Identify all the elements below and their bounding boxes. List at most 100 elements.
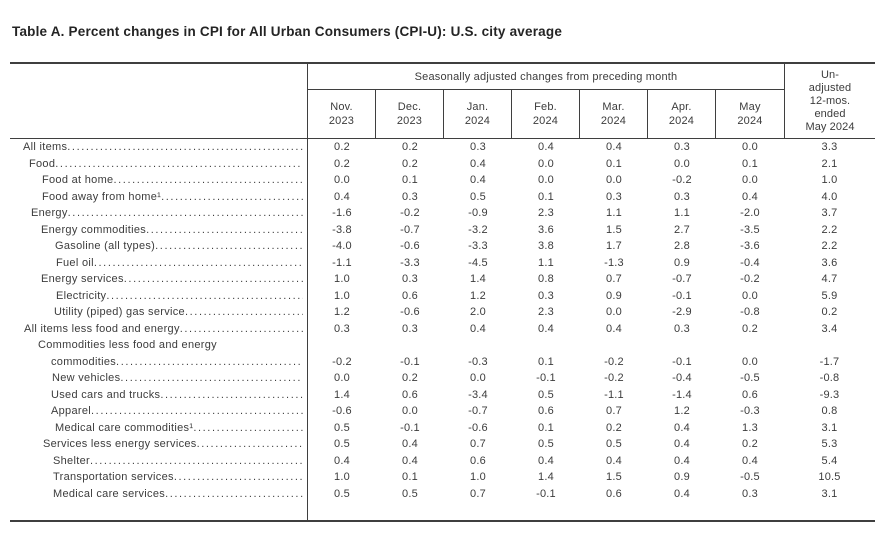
value-cell: 0.6 <box>402 289 418 302</box>
table-row: Energy -1.6 -0.2 -0.9 2.3 1.1 1.1 -2.0 3.7 <box>10 205 875 222</box>
row-label: Medical care commodities¹ <box>55 421 194 434</box>
value-cell: 0.0 <box>538 174 554 186</box>
value-cell: 0.3 <box>742 487 758 500</box>
table-row: Energy commodities -3.8 -0.7 -3.2 3.6 1.5 2.7 -… <box>10 221 875 239</box>
unadjusted-header-line: May 2024 <box>805 120 855 133</box>
row-label: Gasoline (all types) <box>55 240 156 252</box>
row-label-line: Electricity <box>10 288 303 305</box>
value-cell: 0.2 <box>742 438 758 450</box>
value-cell: 2.8 <box>674 240 690 252</box>
row-label-line: Energy services <box>10 271 303 288</box>
value-cell: 2.3 <box>538 306 554 318</box>
row-label-continued: commodities <box>51 355 117 368</box>
group-header-label: Seasonally adjusted changes from precedi… <box>308 64 784 90</box>
value-cell: 0.4 <box>538 454 554 467</box>
row-label-cell: All items <box>10 139 308 156</box>
value-cell: 0.6 <box>538 405 554 417</box>
value-cell: 1.5 <box>606 471 622 483</box>
row-label-line: Shelter <box>10 453 303 470</box>
unadjusted-header-line: 12-mos. <box>809 94 851 107</box>
value-cell: 0.3 <box>470 141 486 153</box>
value-cell: 1.1 <box>674 207 690 219</box>
row-label-line: Apparel <box>10 403 303 420</box>
row-label: Services less energy services <box>43 438 197 450</box>
value-cell: 0.4 <box>334 190 350 203</box>
value-cell: 0.9 <box>606 289 622 302</box>
value-cell: 0.5 <box>470 190 486 203</box>
unadjusted-header-line: ended <box>814 107 846 120</box>
value-cell: -1.1 <box>332 256 352 269</box>
row-label: All items <box>23 141 68 153</box>
row-label: Medical care services <box>53 487 166 500</box>
table-row: Shelter 0.4 0.4 0.6 0.4 0.4 0.4 0.4 5.4 <box>10 452 875 470</box>
table-row: All items less food and energy 0.3 0.3 0.4 0… <box>10 320 875 338</box>
value-cell: 0.2 <box>606 421 622 434</box>
table-row: All items 0.2 0.2 0.3 0.4 0.4 0.3 0.0 3.3 <box>10 139 875 156</box>
value-cell: -0.3 <box>468 355 488 368</box>
unadjusted-value-cell: 3.1 <box>821 487 838 500</box>
row-label-line: Energy commodities <box>10 222 303 239</box>
value-cell: -4.0 <box>332 240 352 252</box>
row-label-cell: All items less food and energy <box>10 320 308 338</box>
row-label-cell: Services less energy services <box>10 436 308 453</box>
value-cell: -0.2 <box>604 355 624 368</box>
value-cell: 0.4 <box>538 322 554 335</box>
column-header-month: Nov. 2023 <box>308 90 376 138</box>
row-label: Energy commodities <box>41 223 147 236</box>
month-year: 2024 <box>668 115 695 127</box>
cpi-table: Seasonally adjusted changes from precedi… <box>10 62 875 522</box>
value-cell: 0.4 <box>606 141 622 153</box>
row-label-line1: Commodities less food and energy <box>10 337 303 354</box>
row-label-line: Transportation services <box>10 469 303 486</box>
row-label-line: Used cars and trucks <box>10 387 303 404</box>
row-label-line: Energy <box>10 205 303 222</box>
value-cell: -0.2 <box>604 372 624 384</box>
value-cell: 0.1 <box>606 157 622 170</box>
dot-leader <box>180 321 303 338</box>
dot-leader <box>116 354 303 371</box>
table-header: Seasonally adjusted changes from precedi… <box>10 64 875 139</box>
table-row: Services less energy services 0.5 0.4 0.7 0.… <box>10 436 875 453</box>
value-cell: 1.5 <box>606 223 622 236</box>
dot-leader <box>197 436 303 453</box>
row-label-line: All items <box>10 139 303 156</box>
row-label: Fuel oil <box>56 256 94 269</box>
value-cell: 0.4 <box>674 454 690 467</box>
month-name: Feb. <box>534 101 557 113</box>
value-cell: 0.3 <box>402 273 418 285</box>
value-cell: -0.1 <box>672 289 692 302</box>
value-cell: 0.9 <box>674 471 690 483</box>
table-row: New vehicles 0.0 0.2 0.0 -0.1 -0.2 -0.4 -0.5 -0.… <box>10 370 875 387</box>
value-cell: 0.7 <box>470 487 486 500</box>
column-header-month: Feb. 2024 <box>512 90 580 138</box>
dot-leader <box>193 420 303 437</box>
table-row: Gasoline (all types) -4.0 -0.6 -3.3 3.8 1.7 2.… <box>10 238 875 255</box>
value-cell: -0.5 <box>740 471 760 483</box>
value-cell: -1.4 <box>672 388 692 401</box>
unadjusted-value-cell: -1.7 <box>819 355 840 368</box>
value-cell: -0.1 <box>536 372 556 384</box>
value-cell: 0.9 <box>674 256 690 269</box>
value-cell: -0.7 <box>672 273 692 285</box>
value-cell: -0.6 <box>400 306 420 318</box>
row-label: Utility (piped) gas service <box>54 306 185 318</box>
row-label-cell: Food <box>10 155 308 172</box>
value-cell: -2.9 <box>672 306 692 318</box>
dot-leader <box>124 271 303 288</box>
row-label: Food at home <box>42 174 114 186</box>
unadjusted-value-cell: 5.9 <box>821 289 838 302</box>
value-cell: 0.4 <box>470 322 486 335</box>
dot-leader <box>174 469 303 486</box>
value-cell: -3.2 <box>468 223 488 236</box>
unadjusted-value-cell: 4.7 <box>821 273 838 285</box>
row-label-line: Utility (piped) gas service <box>10 304 303 321</box>
row-label: Food away from home¹ <box>42 190 162 203</box>
value-cell: -0.6 <box>332 405 352 417</box>
seasonally-adjusted-group: Seasonally adjusted changes from precedi… <box>308 64 784 138</box>
value-cell: 1.1 <box>538 256 554 269</box>
dot-leader <box>68 205 303 222</box>
unadjusted-value-cell: 10.5 <box>818 471 841 483</box>
value-cell: 0.0 <box>402 405 418 417</box>
value-cell: -0.4 <box>740 256 760 269</box>
value-cell: -0.1 <box>400 421 420 434</box>
